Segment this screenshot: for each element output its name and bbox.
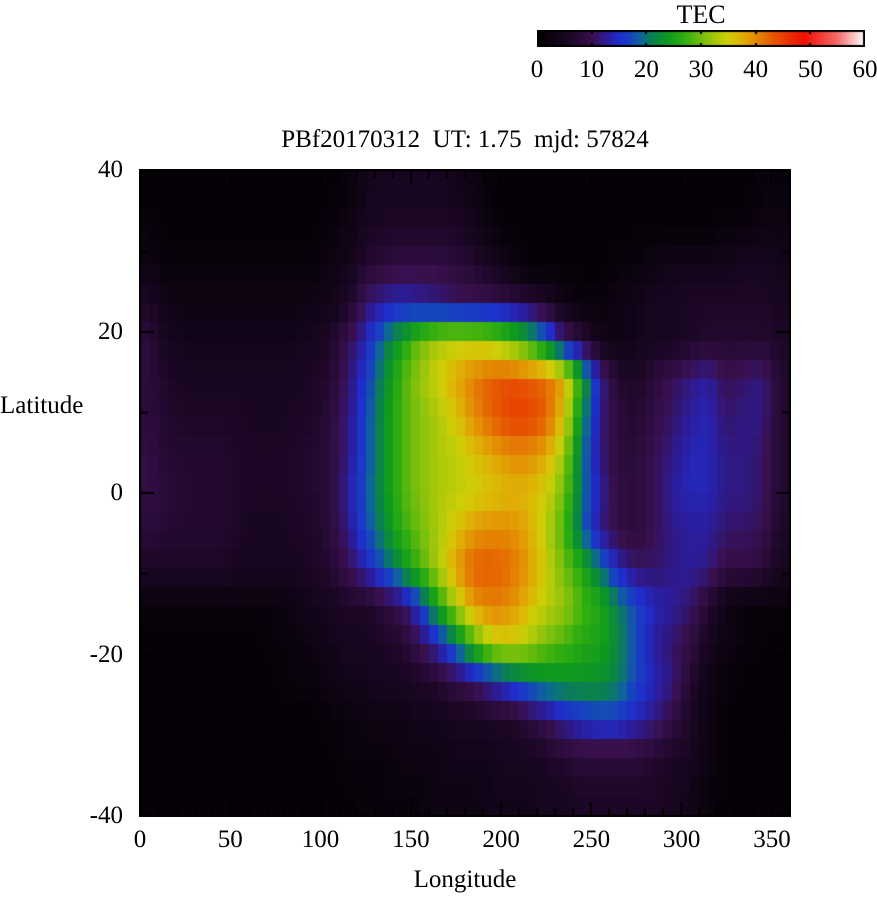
- colorbar-title: TEC: [676, 0, 726, 29]
- x-axis-tick-label: 50: [217, 826, 243, 853]
- x-axis-tick-label: 250: [572, 826, 611, 853]
- colorbar-tick-label: 0: [530, 56, 544, 83]
- colorbar-tick-label: 30: [688, 56, 714, 83]
- colorbar-tick-label: 60: [852, 56, 877, 83]
- plot-title: PBf20170312 UT: 1.75 mjd: 57824: [281, 126, 649, 153]
- y-axis-tick-label: 40: [98, 156, 123, 183]
- x-axis-tick-label: 300: [662, 826, 701, 853]
- y-axis-tick-label: 0: [110, 479, 124, 506]
- colorbar-tick-label: 50: [797, 56, 823, 83]
- x-axis-tick-label: 350: [753, 826, 791, 853]
- colorbar-gradient: [537, 30, 865, 47]
- x-axis-tick-label: 0: [133, 826, 147, 853]
- y-axis-tick-label: -40: [89, 802, 123, 829]
- colorbar-tick-label: 10: [579, 56, 605, 83]
- colorbar-tick-label: 20: [633, 56, 659, 83]
- y-axis-tick-label: 20: [98, 317, 123, 345]
- y-axis-title: Latitude: [0, 392, 84, 419]
- x-axis-title: Longitude: [413, 866, 517, 893]
- x-axis-tick-label: 150: [392, 826, 430, 853]
- heatmap-canvas: [139, 169, 791, 817]
- x-axis-tick-label: 200: [482, 826, 520, 853]
- x-axis-tick-label: 100: [301, 826, 340, 853]
- y-axis-tick-label: -20: [89, 640, 123, 668]
- colorbar-tick-label: 40: [743, 56, 769, 83]
- colorbar: [537, 30, 865, 47]
